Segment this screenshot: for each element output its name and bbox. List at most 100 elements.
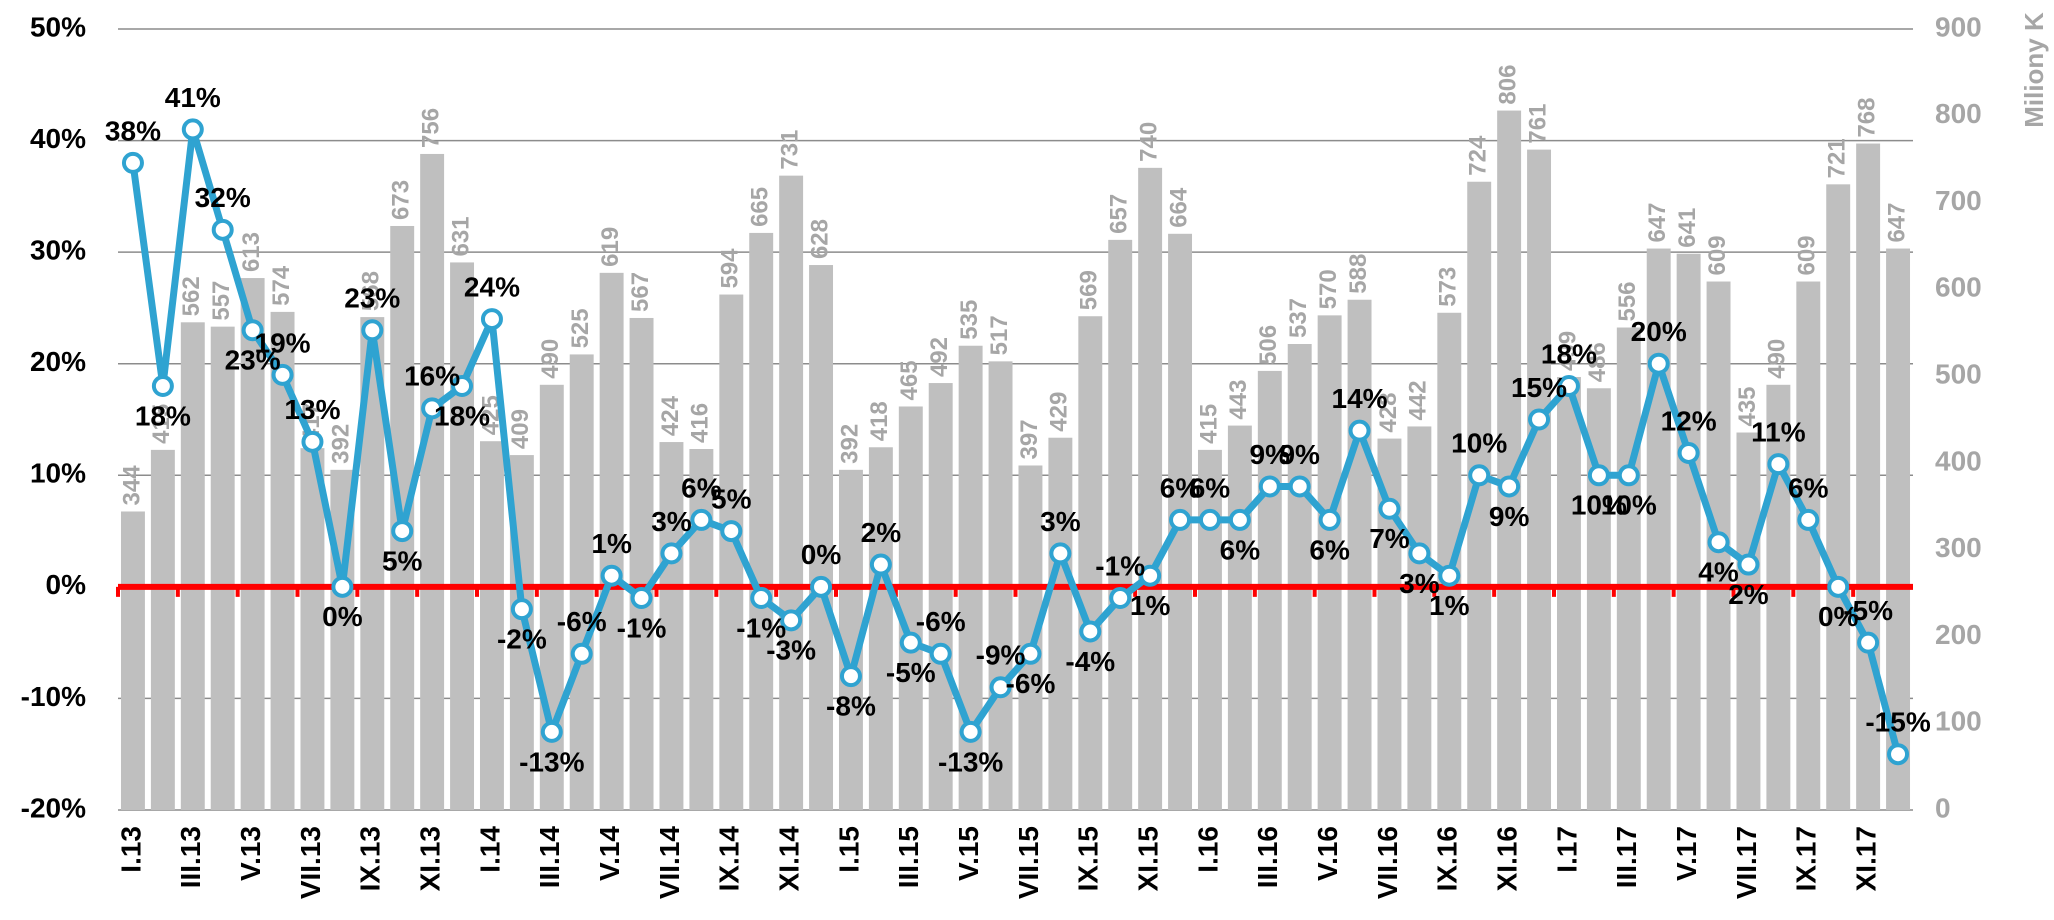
bar-value-label: 609 [1794,235,1821,275]
bar [450,262,475,810]
x-tick-label: V.14 [594,826,625,881]
bar [928,383,953,810]
bar [240,278,265,810]
bar-value-label: 664 [1165,187,1192,228]
bar-value-label: 490 [537,339,564,379]
data-label: 0% [801,539,842,570]
data-label: 19% [255,327,311,358]
line-marker [1139,564,1162,587]
line-marker [151,375,174,398]
line-marker [1737,553,1760,576]
bar-value-label: 499 [1554,331,1581,371]
data-label: 18% [135,400,191,431]
bar [1527,149,1552,811]
data-label: 10% [1451,428,1507,459]
bar [1227,425,1252,810]
bar [689,449,714,810]
line-marker [480,308,503,331]
bar [210,326,235,810]
bar [569,354,594,810]
data-label: 3% [1399,568,1440,599]
bar [1287,344,1312,810]
bar [1407,426,1432,810]
bar-value-label: 397 [1016,419,1043,459]
line-marker [1378,497,1401,520]
y2-tick-label: 300 [1935,532,1982,563]
bar [1616,327,1641,810]
bar-value-label: 429 [1046,392,1073,432]
bar [1886,248,1911,810]
bar-value-label: 442 [1405,380,1432,420]
x-tick-label: VII.17 [1731,826,1762,899]
x-tick-label: XI.14 [774,826,805,892]
bar-value-label: 631 [447,216,474,256]
x-tick-label: V.16 [1312,826,1343,881]
data-label: -6% [1006,668,1056,699]
bar-value-label: 609 [1704,235,1731,275]
data-label: -15% [1865,707,1930,738]
bar [1018,465,1043,810]
bar-value-label: 392 [328,424,355,464]
line-marker [720,520,743,543]
data-label: 18% [434,400,490,431]
bar-value-label: 761 [1524,104,1551,144]
data-label: -5% [1843,595,1893,626]
x-tick-label: I.15 [833,826,864,873]
bar-value-label: 557 [208,281,235,321]
data-label: 1% [1429,590,1470,621]
data-label: 13% [284,394,340,425]
data-label: 3% [1040,506,1081,537]
line-marker [839,665,862,688]
line-marker [181,118,204,141]
bar [1437,312,1462,810]
y2-tick-label: 900 [1935,11,1982,42]
x-tick-label: IX.17 [1791,826,1822,891]
bar-value-label: 492 [926,337,953,377]
bar-value-label: 556 [1614,281,1641,321]
bar [1317,315,1342,810]
data-label: 1% [591,528,632,559]
y2-tick-label: 0 [1935,792,1951,823]
data-label: -6% [557,606,607,637]
bar [958,345,983,810]
data-label: -13% [519,746,584,777]
line-marker [1498,475,1521,498]
y-tick-label: 20% [30,346,86,377]
line-marker [331,575,354,598]
x-tick-label: I.14 [474,826,505,873]
bar [1556,376,1581,810]
line-marker [121,151,144,174]
bar-value-label: 465 [896,360,923,400]
x-tick-label: IX.14 [714,826,745,892]
data-label: 38% [105,115,161,146]
line-marker [600,564,623,587]
data-label: -4% [1065,646,1115,677]
line-marker [1408,542,1431,565]
bar-value-label: 673 [388,180,415,220]
data-label: 0% [322,601,363,632]
line-marker [1617,464,1640,487]
bar [868,447,893,810]
bar [898,406,923,810]
line-marker [1767,453,1790,476]
data-label: 9% [1250,439,1291,470]
bar [809,265,834,811]
line-marker [1288,475,1311,498]
x-tick-label: IX.13 [355,826,386,891]
data-label: 6% [1220,534,1261,565]
bar-value-label: 424 [657,395,684,436]
x-tick-label: III.14 [534,826,565,889]
bar [270,311,295,810]
bar-value-label: 574 [268,265,295,306]
data-label: 7% [1369,523,1410,554]
data-label: 3% [651,506,692,537]
bar-value-label: 486 [1584,342,1611,382]
data-label: 15% [1511,372,1567,403]
data-label: 20% [1631,316,1687,347]
bar-value-label: 569 [1076,270,1103,310]
bar [1826,184,1851,811]
bar [749,232,774,810]
bar [1467,181,1492,810]
line-marker [810,575,833,598]
bar-value-label: 731 [776,130,803,170]
